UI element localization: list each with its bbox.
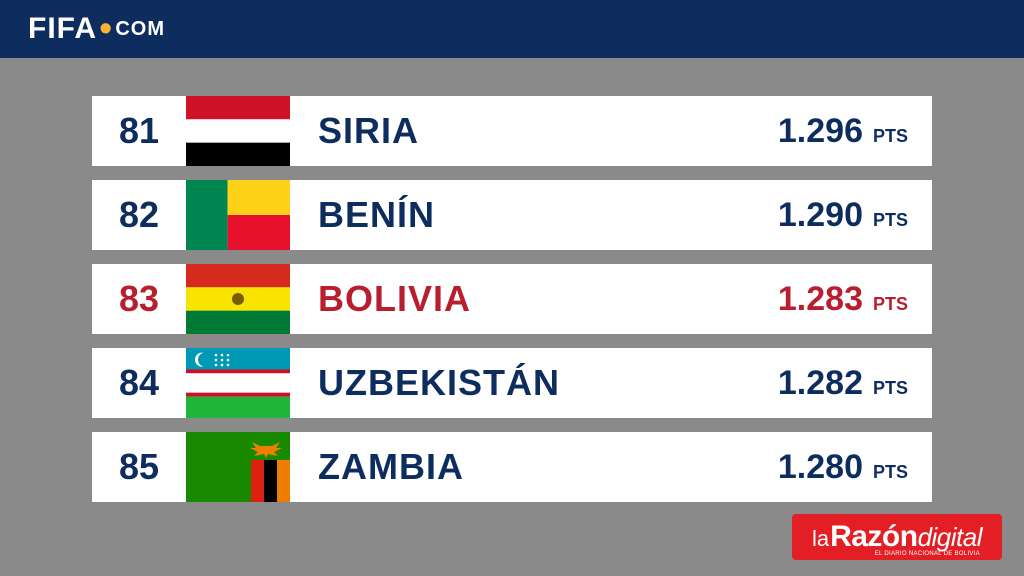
footer-digital: digital xyxy=(918,522,982,553)
rank-number: 84 xyxy=(92,362,186,404)
points-value: 1.282 xyxy=(778,364,863,403)
points-label: PTS xyxy=(873,126,908,147)
ranking-row: 83 BOLIVIA 1.283 PTS xyxy=(92,264,932,334)
footer-sub: EL DIARIO NACIONAL DE BOLIVIA xyxy=(875,551,980,557)
flag-icon xyxy=(186,96,290,166)
points-wrap: 1.282 PTS xyxy=(778,348,908,418)
rank-number: 81 xyxy=(92,110,186,152)
country-name: BENÍN xyxy=(318,194,435,236)
rank-number: 83 xyxy=(92,278,186,320)
flag-icon xyxy=(186,348,290,418)
country-name: SIRIA xyxy=(318,110,419,152)
points-value: 1.296 xyxy=(778,112,863,151)
flag-icon xyxy=(186,180,290,250)
ranking-row: 84 UZBEKISTÁN 1.282 PTS xyxy=(92,348,932,418)
country-name: BOLIVIA xyxy=(318,278,471,320)
rank-number: 85 xyxy=(92,446,186,488)
ranking-table: 81 SIRIA 1.296 PTS 82 BENÍN 1.290 PTS 83 xyxy=(92,96,932,516)
points-wrap: 1.283 PTS xyxy=(778,264,908,334)
points-value: 1.280 xyxy=(778,448,863,487)
rank-number: 82 xyxy=(92,194,186,236)
ranking-row: 82 BENÍN 1.290 PTS xyxy=(92,180,932,250)
logo-fifa: FIFA xyxy=(28,12,97,46)
points-label: PTS xyxy=(873,210,908,231)
points-wrap: 1.290 PTS xyxy=(778,180,908,250)
points-label: PTS xyxy=(873,378,908,399)
points-wrap: 1.296 PTS xyxy=(778,96,908,166)
header-bar: FIFA • COM xyxy=(0,0,1024,58)
ranking-row: 85 ZAMBIA 1.280 PTS xyxy=(92,432,932,502)
footer-brand: la Razón digital EL DIARIO NACIONAL DE B… xyxy=(792,514,1002,560)
footer-la: la xyxy=(812,526,829,552)
country-name: ZAMBIA xyxy=(318,446,464,488)
points-label: PTS xyxy=(873,294,908,315)
flag-icon xyxy=(186,264,290,334)
footer-razon: Razón xyxy=(830,520,918,554)
points-wrap: 1.280 PTS xyxy=(778,432,908,502)
logo-com: COM xyxy=(115,18,165,41)
country-name: UZBEKISTÁN xyxy=(318,362,560,404)
points-value: 1.290 xyxy=(778,196,863,235)
ranking-row: 81 SIRIA 1.296 PTS xyxy=(92,96,932,166)
points-label: PTS xyxy=(873,462,908,483)
flag-icon xyxy=(186,432,290,502)
points-value: 1.283 xyxy=(778,280,863,319)
